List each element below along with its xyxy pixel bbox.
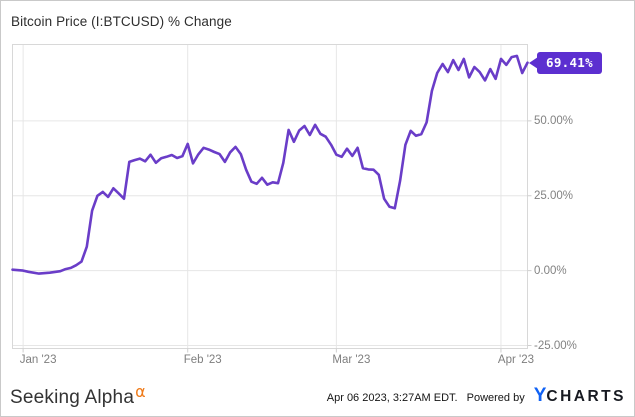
powered-by-label: Powered by [466, 392, 525, 404]
y-tick-label: 50.00% [534, 114, 574, 127]
quote-timestamp: Apr 06 2023, 3:27AM EDT. [326, 392, 458, 404]
x-tick-label: Mar '23 [332, 354, 371, 366]
plot-border [12, 44, 528, 349]
alpha-mark-icon: α [135, 382, 146, 401]
ycharts-logo[interactable]: YCHARTS [533, 385, 626, 406]
x-tick-label: Apr '23 [497, 354, 534, 366]
last-value-badge: 69.41% [529, 51, 602, 74]
seeking-alpha-logo[interactable]: Seeking Alphaα [10, 384, 146, 409]
y-tick-label: -25.00% [534, 339, 577, 352]
price-line-series[interactable] [11, 54, 529, 275]
y-tick-label: 0.00% [534, 264, 567, 277]
x-tick-label: Jan '23 [19, 354, 57, 366]
seeking-alpha-wordmark: Seeking Alpha [10, 387, 135, 408]
footer-attribution: Apr 06 2023, 3:27AM EDT. Powered by YCHA… [327, 385, 626, 407]
x-tick-label: Feb '23 [183, 354, 222, 366]
y-tick-label: 25.00% [534, 189, 574, 202]
badge-pointer-icon [529, 56, 538, 69]
ycharts-y-icon: Y [533, 385, 547, 406]
chart-title: Bitcoin Price (I:BTCUSD) % Change [11, 14, 232, 29]
last-value-label: 69.41% [546, 54, 593, 70]
